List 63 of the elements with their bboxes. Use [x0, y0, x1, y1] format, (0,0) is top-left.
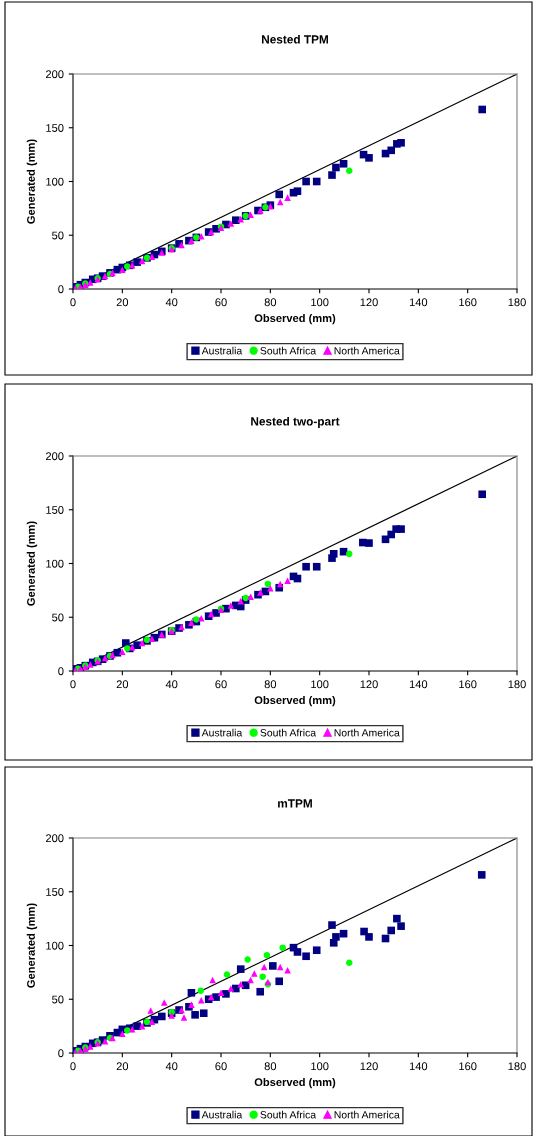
y-tick-label: 50 — [52, 231, 64, 240]
x-tick-label: 180 — [508, 680, 526, 689]
x-tick-label: 40 — [165, 1062, 178, 1071]
x-tick-label: 40 — [165, 680, 178, 689]
y-tick-label: 100 — [46, 941, 64, 950]
x-tick-label: 80 — [264, 298, 277, 307]
y-tick-label: 100 — [46, 177, 64, 186]
x-tick-label: 60 — [215, 1062, 227, 1071]
y-tick-label: 150 — [46, 124, 64, 132]
x-axis-title: Observed (mm) — [254, 313, 336, 325]
y-axis-title: Generated (mm) — [26, 903, 38, 988]
y-tick-label: 150 — [46, 506, 64, 514]
x-tick-label: 120 — [360, 298, 378, 307]
legend-label: South Africa — [260, 728, 317, 737]
x-axis-title: Observed (mm) — [254, 1077, 336, 1089]
legend-label: Australia — [201, 728, 243, 737]
x-tick-label: 120 — [360, 1062, 378, 1071]
x-tick-label: 120 — [360, 680, 378, 689]
x-tick-label: 180 — [508, 1062, 526, 1071]
x-tick-label: 160 — [459, 680, 477, 689]
chart-title: mTPM — [278, 799, 312, 808]
y-tick-label: 50 — [52, 995, 64, 1004]
y-tick-label: 200 — [45, 452, 64, 461]
x-tick-label: 140 — [409, 680, 428, 689]
x-tick-label: 20 — [116, 680, 129, 689]
legend-label: North America — [334, 346, 400, 355]
x-tick-label: 20 — [116, 298, 129, 307]
y-tick-label: 0 — [58, 667, 64, 676]
legend-label: Australia — [201, 346, 243, 355]
legend-label: South Africa — [260, 346, 317, 355]
x-tick-label: 0 — [70, 680, 76, 689]
chart-title: Nested two-part — [251, 416, 340, 428]
y-tick-label: 150 — [46, 888, 64, 896]
x-tick-label: 0 — [70, 298, 76, 307]
x-tick-label: 140 — [409, 298, 428, 307]
x-tick-label: 60 — [215, 680, 227, 689]
legend-label: South Africa — [260, 1110, 317, 1119]
x-tick-label: 60 — [215, 298, 227, 307]
y-tick-label: 200 — [45, 834, 64, 843]
x-tick-label: 80 — [264, 1062, 277, 1071]
y-tick-label: 0 — [58, 1049, 64, 1058]
x-tick-label: 140 — [409, 1062, 428, 1071]
x-tick-label: 80 — [264, 680, 277, 689]
x-tick-label: 100 — [311, 680, 329, 689]
legend-label: North America — [334, 1110, 400, 1119]
legend-label: North America — [334, 728, 400, 737]
x-tick-label: 160 — [459, 298, 477, 307]
x-tick-label: 180 — [508, 298, 526, 307]
y-axis-title: Generated (mm) — [26, 139, 38, 224]
y-tick-label: 200 — [45, 70, 64, 79]
x-tick-label: 40 — [165, 298, 178, 307]
y-tick-label: 50 — [52, 613, 64, 622]
x-tick-label: 0 — [70, 1062, 76, 1071]
chart-title: Nested TPM — [262, 34, 328, 44]
y-tick-label: 0 — [58, 285, 64, 294]
y-tick-label: 100 — [46, 559, 64, 568]
y-axis-title: Generated (mm) — [26, 521, 38, 606]
x-tick-label: 100 — [311, 298, 329, 307]
legend-label: Australia — [201, 1110, 243, 1119]
x-tick-label: 20 — [116, 1062, 129, 1071]
x-tick-label: 100 — [311, 1062, 329, 1071]
x-axis-title: Observed (mm) — [254, 695, 336, 707]
x-tick-label: 160 — [459, 1062, 477, 1071]
